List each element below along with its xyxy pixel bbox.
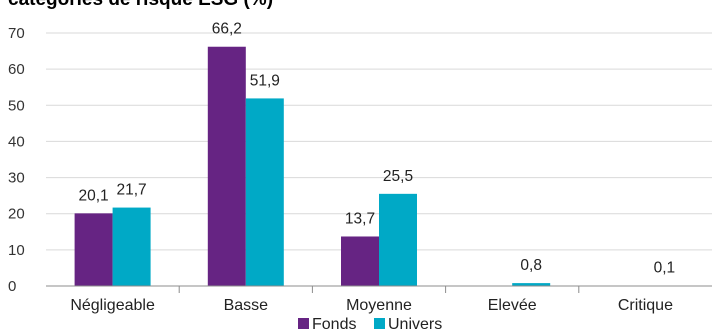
bar-univers [379, 193, 417, 286]
y-tick-label: 0 [8, 278, 16, 295]
y-axis: 0 10 20 30 40 50 60 70 [8, 25, 25, 295]
bars [74, 46, 684, 287]
bar-fonds [341, 236, 379, 286]
x-tick-label: Négligeable [70, 297, 155, 314]
data-label: 21,7 [117, 182, 147, 199]
y-tick-label: 40 [8, 133, 25, 150]
legend-swatch-univers [374, 318, 385, 329]
y-tick-label: 60 [8, 61, 25, 78]
bar-fonds [74, 213, 113, 286]
x-tick-label: Moyenne [346, 297, 412, 314]
data-label: 66,2 [212, 21, 242, 38]
bar-fonds [207, 46, 246, 287]
data-labels: 20,1 21,7 66,2 51,9 13,7 25,5 0,8 0,1 [79, 21, 676, 277]
y-tick-label: 50 [8, 97, 25, 114]
legend-swatch-fonds [298, 318, 309, 329]
x-tick-label: Critique [618, 297, 673, 314]
y-tick-label: 30 [8, 170, 25, 187]
x-tick-label: Basse [224, 297, 269, 314]
data-label: 13,7 [345, 210, 375, 227]
legend-label: Univers [388, 316, 442, 333]
bar-univers [112, 207, 151, 286]
data-label: 0,1 [654, 260, 676, 277]
bar-univers [512, 283, 551, 286]
legend-label: Fonds [312, 316, 356, 333]
chart-title: catégories de risque ESG (%) [8, 0, 273, 10]
data-label: 51,9 [250, 72, 280, 89]
data-label: 0,8 [520, 257, 542, 274]
x-axis: Négligeable Basse Moyenne Elevée Critique [46, 285, 712, 314]
legend: Fonds Univers [298, 316, 442, 333]
data-label: 25,5 [383, 168, 413, 185]
y-tick-label: 20 [8, 206, 25, 223]
data-label: 20,1 [79, 187, 109, 204]
x-tick-label: Elevée [488, 297, 537, 314]
y-tick-label: 70 [8, 25, 25, 42]
bar-univers [245, 98, 284, 286]
gridlines [46, 32, 712, 251]
y-tick-label: 10 [8, 242, 25, 259]
